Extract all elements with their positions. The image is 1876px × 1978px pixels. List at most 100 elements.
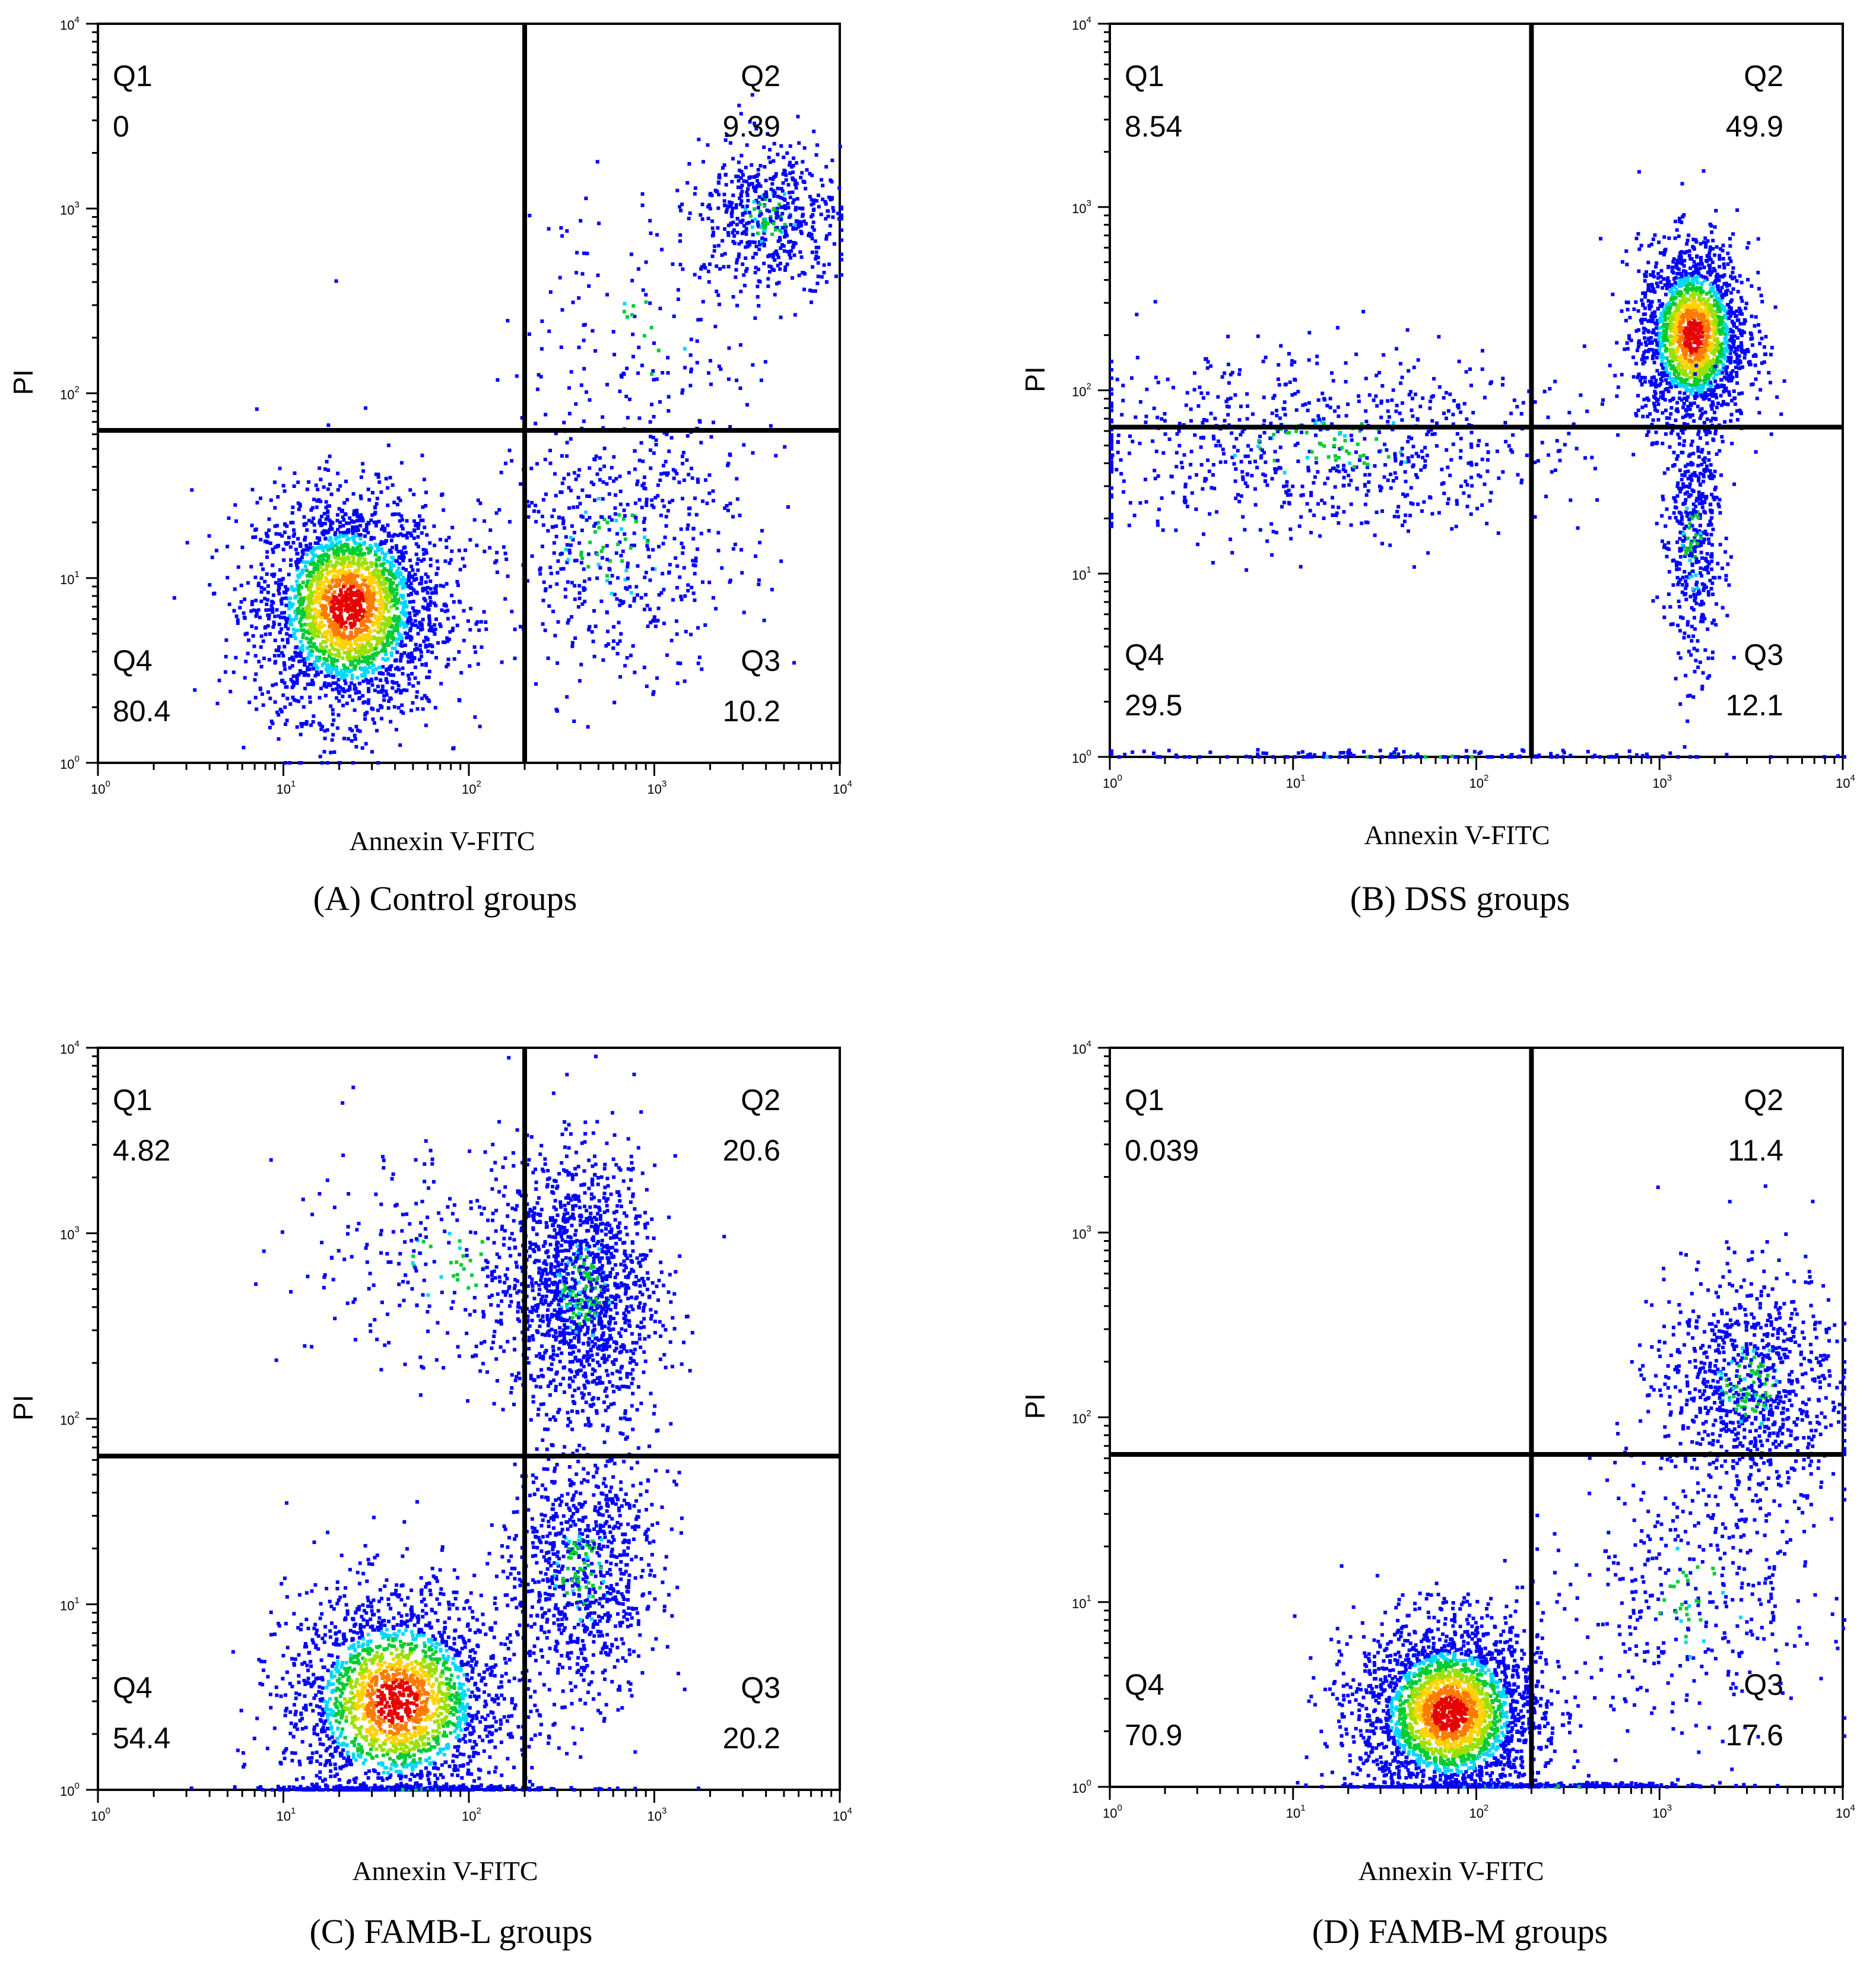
event-dot bbox=[763, 226, 767, 230]
event-dot bbox=[1708, 392, 1712, 397]
event-dot bbox=[676, 288, 680, 292]
event-dot bbox=[593, 530, 597, 534]
event-dot bbox=[311, 645, 315, 649]
event-dot bbox=[339, 619, 344, 623]
event-dot bbox=[1731, 277, 1734, 281]
event-dot bbox=[342, 551, 345, 556]
event-dot bbox=[236, 565, 240, 569]
event-dot bbox=[289, 563, 293, 567]
event-dot bbox=[558, 490, 563, 494]
event-dot bbox=[370, 661, 374, 665]
event-dot bbox=[335, 641, 339, 645]
event-dot bbox=[468, 627, 472, 632]
event-dot bbox=[424, 645, 428, 649]
event-dot bbox=[814, 250, 818, 254]
event-dot bbox=[328, 454, 332, 458]
event-dot bbox=[701, 160, 705, 164]
event-dot bbox=[351, 492, 355, 496]
event-dot bbox=[598, 478, 602, 482]
event-dot bbox=[233, 503, 237, 507]
event-dot bbox=[631, 332, 635, 337]
event-dot bbox=[418, 620, 422, 625]
event-dot bbox=[712, 499, 715, 503]
event-dot bbox=[678, 575, 682, 579]
event-dot bbox=[357, 518, 361, 522]
event-dot bbox=[355, 616, 359, 620]
event-dot bbox=[722, 265, 726, 269]
event-dot bbox=[324, 506, 328, 509]
event-dot bbox=[265, 555, 269, 559]
event-dot bbox=[1699, 299, 1703, 302]
event-dot bbox=[445, 636, 449, 640]
event-dot bbox=[1637, 247, 1642, 251]
event-dot bbox=[656, 348, 661, 353]
event-dot bbox=[1615, 394, 1619, 398]
event-dot bbox=[720, 239, 725, 243]
event-dot bbox=[319, 610, 323, 614]
event-dot bbox=[360, 620, 364, 624]
event-dot bbox=[507, 519, 512, 524]
event-dot bbox=[261, 567, 265, 571]
event-dot bbox=[306, 668, 310, 672]
event-dot bbox=[334, 617, 338, 622]
event-dot bbox=[273, 638, 277, 642]
event-dot bbox=[1683, 391, 1687, 395]
event-dot bbox=[1738, 322, 1742, 326]
event-dot bbox=[664, 524, 668, 528]
event-dot bbox=[300, 570, 304, 575]
event-dot bbox=[735, 497, 739, 501]
event-dot bbox=[328, 654, 332, 658]
event-dot bbox=[313, 674, 318, 678]
event-dot bbox=[1656, 331, 1661, 335]
event-dot bbox=[1643, 336, 1647, 340]
event-dot bbox=[757, 279, 761, 283]
event-dot bbox=[1716, 343, 1720, 347]
event-dot bbox=[261, 639, 265, 644]
event-dot bbox=[636, 593, 639, 597]
event-dot bbox=[662, 504, 666, 508]
event-dot bbox=[309, 579, 313, 583]
event-dot bbox=[696, 480, 700, 484]
event-dot bbox=[780, 189, 785, 193]
event-dot bbox=[405, 535, 409, 540]
event-dot bbox=[325, 666, 329, 670]
event-dot bbox=[1681, 277, 1685, 281]
event-dot bbox=[810, 233, 814, 237]
event-dot bbox=[382, 694, 386, 698]
event-dot bbox=[346, 651, 350, 655]
event-dot bbox=[364, 576, 367, 579]
event-dot bbox=[827, 195, 831, 199]
event-dot bbox=[529, 467, 534, 471]
event-dot bbox=[252, 644, 256, 648]
event-dot bbox=[561, 516, 565, 520]
event-dot bbox=[1712, 353, 1716, 357]
event-dot bbox=[503, 597, 507, 601]
event-dot bbox=[652, 615, 656, 619]
event-dot bbox=[772, 207, 776, 211]
event-dot bbox=[240, 546, 245, 550]
event-dot bbox=[823, 199, 827, 204]
event-dot bbox=[323, 616, 328, 620]
event-dot bbox=[1735, 409, 1739, 413]
event-dot bbox=[1713, 343, 1718, 347]
event-dot bbox=[648, 218, 652, 223]
event-dot bbox=[831, 209, 836, 213]
event-dot bbox=[687, 473, 691, 477]
event-dot bbox=[560, 234, 564, 238]
event-dot bbox=[751, 255, 755, 259]
event-dot bbox=[316, 587, 320, 591]
event-dot bbox=[295, 725, 299, 729]
event-dot bbox=[383, 595, 388, 599]
event-dot bbox=[739, 185, 743, 189]
event-dot bbox=[294, 654, 298, 658]
event-dot bbox=[1650, 283, 1654, 287]
event-dot bbox=[644, 293, 648, 297]
event-dot bbox=[747, 183, 751, 187]
event-dot bbox=[364, 406, 367, 410]
event-dot bbox=[386, 443, 391, 448]
event-dot bbox=[318, 520, 322, 524]
event-dot bbox=[593, 521, 598, 525]
event-dot bbox=[314, 595, 318, 599]
event-dot bbox=[1682, 280, 1686, 284]
event-dot bbox=[1739, 347, 1744, 351]
